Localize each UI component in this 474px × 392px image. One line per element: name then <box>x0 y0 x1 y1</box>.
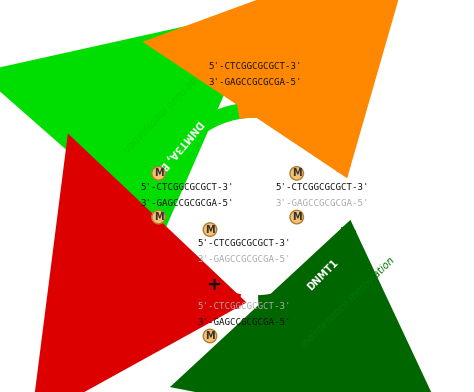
Text: 5'-CTCGGCGCGCT-3': 5'-CTCGGCGCGCT-3' <box>208 62 301 71</box>
Text: 5'-CTCGGCGCGCT-3': 5'-CTCGGCGCGCT-3' <box>276 183 369 192</box>
Circle shape <box>203 329 217 343</box>
Circle shape <box>290 167 303 180</box>
Text: M: M <box>205 225 215 234</box>
Text: 5'-CTCGGCGCGCT-3': 5'-CTCGGCGCGCT-3' <box>197 239 291 248</box>
Circle shape <box>152 211 165 224</box>
Circle shape <box>203 223 217 236</box>
Text: 3'-GAGCCGCGCGA-5': 3'-GAGCCGCGCGA-5' <box>208 78 301 87</box>
Text: M: M <box>154 169 164 178</box>
Text: M: M <box>292 169 301 178</box>
Text: DNMT1: DNMT1 <box>306 257 340 292</box>
Text: demethylation: demethylation <box>300 73 364 122</box>
Text: 5'-CTCGGCGCGCT-3': 5'-CTCGGCGCGCT-3' <box>197 301 291 310</box>
Text: M: M <box>154 212 164 222</box>
Text: M: M <box>292 212 301 222</box>
Text: 3'-GAGCCGCGCGA-5': 3'-GAGCCGCGCGA-5' <box>197 255 291 264</box>
Text: de novo methylation: de novo methylation <box>120 74 198 154</box>
Circle shape <box>290 211 303 224</box>
Text: 5'-CTCGGCGCGCT-3': 5'-CTCGGCGCGCT-3' <box>141 183 234 192</box>
Circle shape <box>152 167 165 180</box>
Text: 3'-GAGCCGCGCGA-5': 3'-GAGCCGCGCGA-5' <box>276 199 369 208</box>
Text: M: M <box>205 331 215 341</box>
Text: 3'-GAGCCGCGCGA-5': 3'-GAGCCGCGCGA-5' <box>197 318 291 327</box>
Text: +: + <box>206 276 221 294</box>
Text: replication: replication <box>151 293 199 332</box>
Text: DNMT3A, B: DNMT3A, B <box>157 118 205 171</box>
Text: maintenance methylation: maintenance methylation <box>299 255 396 350</box>
Text: 3'-GAGCCGCGCGA-5': 3'-GAGCCGCGCGA-5' <box>141 199 234 208</box>
